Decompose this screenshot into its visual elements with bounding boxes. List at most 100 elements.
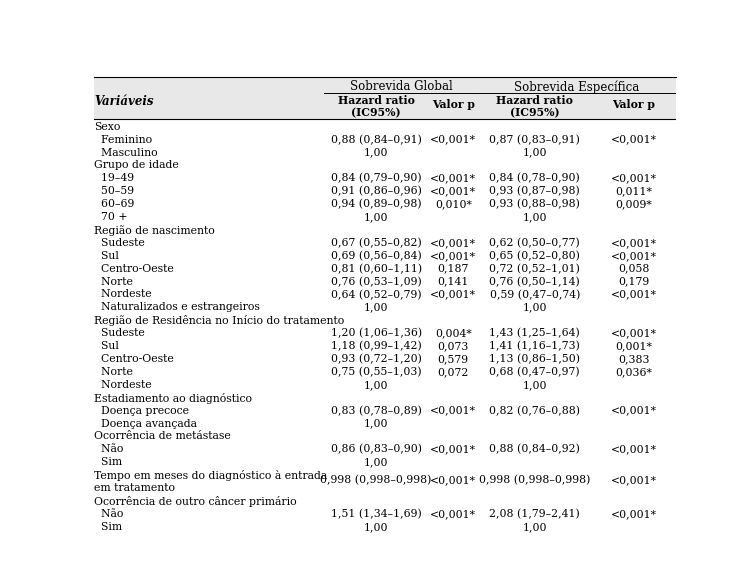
Text: 0,83 (0,78–0,89): 0,83 (0,78–0,89): [330, 406, 421, 416]
Text: 0,383: 0,383: [618, 354, 650, 364]
Text: Sudeste: Sudeste: [95, 328, 145, 338]
Text: 0,64 (0,52–0,79): 0,64 (0,52–0,79): [331, 289, 421, 300]
Text: 0,010*: 0,010*: [435, 199, 472, 209]
Text: 0,86 (0,83–0,90): 0,86 (0,83–0,90): [330, 445, 421, 455]
Text: <0,001*: <0,001*: [611, 250, 656, 260]
Text: 70 +: 70 +: [95, 212, 128, 222]
Text: 60–69: 60–69: [95, 199, 135, 209]
Text: Região de nascimento: Região de nascimento: [95, 225, 216, 236]
Text: <0,001*: <0,001*: [611, 135, 656, 145]
Text: 0,91 (0,86–0,96): 0,91 (0,86–0,96): [330, 186, 421, 196]
Text: em tratamento: em tratamento: [95, 483, 176, 493]
Text: 0,94 (0,89–0,98): 0,94 (0,89–0,98): [331, 199, 421, 209]
Text: 1,20 (1,06–1,36): 1,20 (1,06–1,36): [330, 328, 422, 339]
Text: 1,00: 1,00: [523, 212, 547, 222]
Text: Sobrevida Específica: Sobrevida Específica: [514, 80, 640, 93]
Text: 1,00: 1,00: [523, 522, 547, 532]
Text: <0,001*: <0,001*: [611, 289, 656, 299]
Text: 2,08 (1,79–2,41): 2,08 (1,79–2,41): [490, 509, 580, 519]
Text: Masculino: Masculino: [95, 148, 158, 158]
Text: 0,579: 0,579: [438, 354, 469, 364]
Text: Ocorrência de outro câncer primário: Ocorrência de outro câncer primário: [95, 496, 297, 507]
Text: 1,41 (1,16–1,73): 1,41 (1,16–1,73): [490, 341, 581, 352]
FancyBboxPatch shape: [94, 78, 676, 119]
Text: <0,001*: <0,001*: [430, 406, 476, 416]
Text: <0,001*: <0,001*: [430, 250, 476, 260]
Text: 0,59 (0,47–0,74): 0,59 (0,47–0,74): [490, 289, 580, 300]
Text: Doença avançada: Doença avançada: [95, 419, 198, 429]
Text: 0,65 (0,52–0,80): 0,65 (0,52–0,80): [490, 250, 581, 261]
Text: 1,00: 1,00: [364, 522, 388, 532]
Text: <0,001*: <0,001*: [611, 238, 656, 248]
Text: 0,75 (0,55–1,03): 0,75 (0,55–1,03): [331, 367, 421, 377]
Text: Norte: Norte: [95, 367, 134, 377]
Text: 0,84 (0,78–0,90): 0,84 (0,78–0,90): [490, 173, 580, 183]
Text: 0,004*: 0,004*: [435, 328, 472, 338]
Text: Valor p: Valor p: [432, 99, 475, 110]
Text: <0,001*: <0,001*: [430, 509, 476, 519]
Text: Valor p: Valor p: [612, 99, 655, 110]
Text: <0,001*: <0,001*: [611, 173, 656, 183]
Text: <0,001*: <0,001*: [611, 328, 656, 338]
Text: Centro-Oeste: Centro-Oeste: [95, 354, 174, 364]
Text: Ocorrência de metástase: Ocorrência de metástase: [95, 432, 231, 442]
Text: <0,001*: <0,001*: [611, 475, 656, 485]
Text: 1,18 (0,99–1,42): 1,18 (0,99–1,42): [330, 341, 421, 352]
Text: Naturalizados e estrangeiros: Naturalizados e estrangeiros: [95, 302, 261, 312]
Text: Sul: Sul: [95, 341, 119, 351]
Text: Sul: Sul: [95, 250, 119, 260]
Text: <0,001*: <0,001*: [430, 289, 476, 299]
Text: 0,88 (0,84–0,92): 0,88 (0,84–0,92): [490, 445, 581, 455]
Text: Região de Residência no Início do tratamento: Região de Residência no Início do tratam…: [95, 315, 345, 326]
Text: 0,88 (0,84–0,91): 0,88 (0,84–0,91): [330, 135, 421, 145]
Text: 50–59: 50–59: [95, 186, 134, 196]
Text: <0,001*: <0,001*: [430, 186, 476, 196]
Text: 0,187: 0,187: [438, 263, 469, 273]
Text: 1,00: 1,00: [364, 212, 388, 222]
Text: Norte: Norte: [95, 276, 134, 286]
Text: Nordeste: Nordeste: [95, 289, 152, 299]
Text: Sexo: Sexo: [95, 122, 121, 132]
Text: Hazard ratio
(IC95%): Hazard ratio (IC95%): [338, 95, 415, 118]
Text: 1,00: 1,00: [523, 302, 547, 312]
Text: 0,69 (0,56–0,84): 0,69 (0,56–0,84): [330, 250, 421, 261]
Text: 0,84 (0,79–0,90): 0,84 (0,79–0,90): [331, 173, 421, 183]
Text: 0,011*: 0,011*: [615, 186, 652, 196]
Text: 0,998 (0,998–0,998): 0,998 (0,998–0,998): [479, 475, 590, 486]
Text: 0,073: 0,073: [438, 341, 469, 351]
Text: <0,001*: <0,001*: [611, 406, 656, 416]
Text: 0,93 (0,72–1,20): 0,93 (0,72–1,20): [330, 354, 421, 365]
Text: 1,00: 1,00: [364, 380, 388, 390]
Text: 1,00: 1,00: [523, 380, 547, 390]
Text: 0,93 (0,87–0,98): 0,93 (0,87–0,98): [490, 186, 580, 196]
Text: Estadiamento ao diagnóstico: Estadiamento ao diagnóstico: [95, 393, 252, 404]
Text: <0,001*: <0,001*: [430, 445, 476, 455]
Text: 1,13 (0,86–1,50): 1,13 (0,86–1,50): [489, 354, 581, 365]
Text: Grupo de idade: Grupo de idade: [95, 161, 179, 171]
Text: 0,76 (0,50–1,14): 0,76 (0,50–1,14): [490, 276, 580, 287]
Text: <0,001*: <0,001*: [430, 238, 476, 248]
Text: 0,72 (0,52–1,01): 0,72 (0,52–1,01): [490, 263, 581, 274]
Text: 0,62 (0,50–0,77): 0,62 (0,50–0,77): [490, 238, 580, 248]
Text: Feminino: Feminino: [95, 135, 152, 145]
Text: Sim: Sim: [95, 457, 122, 467]
Text: Sim: Sim: [95, 522, 122, 532]
Text: <0,001*: <0,001*: [430, 135, 476, 145]
Text: 0,76 (0,53–1,09): 0,76 (0,53–1,09): [330, 276, 421, 287]
Text: 1,00: 1,00: [523, 148, 547, 158]
Text: Sudeste: Sudeste: [95, 238, 145, 248]
Text: Tempo em meses do diagnóstico à entrada: Tempo em meses do diagnóstico à entrada: [95, 470, 327, 481]
Text: 0,036*: 0,036*: [615, 367, 652, 377]
Text: 0,998 (0,998–0,998): 0,998 (0,998–0,998): [321, 475, 432, 486]
Text: 0,81 (0,60–1,11): 0,81 (0,60–1,11): [330, 263, 422, 274]
Text: <0,001*: <0,001*: [611, 509, 656, 519]
Text: Centro-Oeste: Centro-Oeste: [95, 263, 174, 273]
Text: 1,43 (1,25–1,64): 1,43 (1,25–1,64): [490, 328, 580, 339]
Text: 1,00: 1,00: [364, 419, 388, 429]
Text: 1,00: 1,00: [364, 302, 388, 312]
Text: 0,058: 0,058: [618, 263, 650, 273]
Text: 0,68 (0,47–0,97): 0,68 (0,47–0,97): [490, 367, 580, 377]
Text: 0,009*: 0,009*: [615, 199, 652, 209]
Text: 0,141: 0,141: [438, 276, 469, 286]
Text: Sobrevida Global: Sobrevida Global: [349, 80, 452, 93]
